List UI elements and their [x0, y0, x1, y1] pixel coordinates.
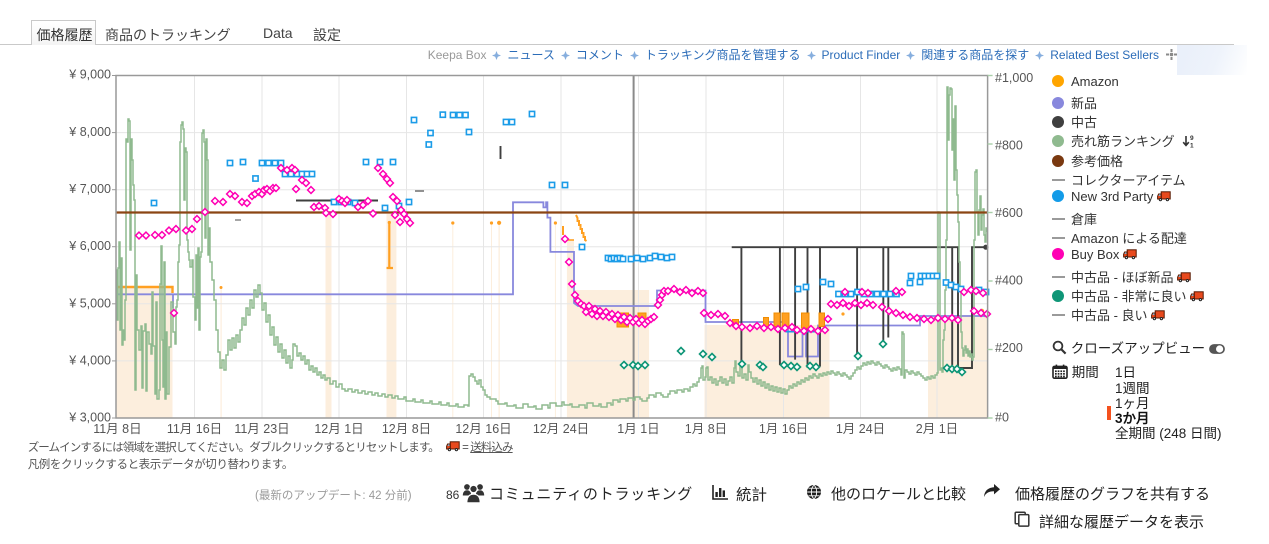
svg-text:¥ 3,000: ¥ 3,000 — [68, 411, 111, 425]
svg-text:#0: #0 — [995, 410, 1009, 424]
svg-text:1月 1日: 1月 1日 — [617, 422, 659, 436]
svg-text:¥ 4,000: ¥ 4,000 — [68, 353, 111, 367]
svg-text:11月 23日: 11月 23日 — [234, 422, 289, 436]
svg-text:¥ 6,000: ¥ 6,000 — [68, 239, 111, 253]
svg-text:11月 8日: 11月 8日 — [93, 422, 141, 436]
svg-text:12月 1日: 12月 1日 — [314, 422, 363, 436]
svg-text:11月 16日: 11月 16日 — [167, 422, 222, 436]
svg-text:¥ 5,000: ¥ 5,000 — [68, 296, 111, 310]
svg-text:1: 1 — [1190, 143, 1194, 149]
svg-text:#600: #600 — [995, 206, 1023, 220]
svg-text:#200: #200 — [995, 341, 1023, 355]
svg-text:12月 24日: 12月 24日 — [533, 422, 589, 436]
svg-text:9: 9 — [1190, 135, 1194, 142]
svg-text:1月 16日: 1月 16日 — [759, 422, 808, 436]
svg-text:12月 16日: 12月 16日 — [455, 422, 511, 436]
svg-text:#1,000: #1,000 — [995, 71, 1033, 85]
svg-text:2月 1日: 2月 1日 — [916, 422, 958, 436]
svg-text:¥ 9,000: ¥ 9,000 — [68, 68, 111, 82]
svg-text:¥ 8,000: ¥ 8,000 — [68, 125, 111, 139]
svg-text:#800: #800 — [995, 138, 1023, 152]
svg-text:¥ 7,000: ¥ 7,000 — [68, 182, 111, 196]
svg-text:1月 24日: 1月 24日 — [836, 422, 885, 436]
svg-text:1月 8日: 1月 8日 — [685, 422, 727, 436]
svg-text:12月 8日: 12月 8日 — [382, 422, 431, 436]
svg-text:#400: #400 — [995, 273, 1023, 287]
